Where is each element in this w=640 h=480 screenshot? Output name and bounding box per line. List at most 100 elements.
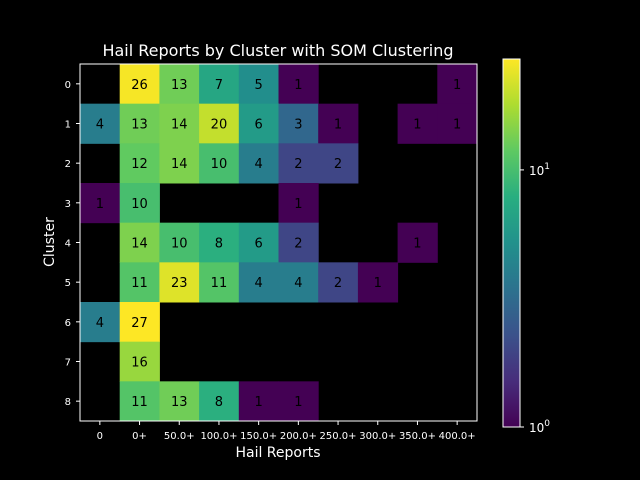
cell-value-label: 14 xyxy=(131,237,148,252)
y-tick-label: 8 xyxy=(65,397,71,408)
heatmap-cell xyxy=(119,222,160,263)
cell-value-label: 10 xyxy=(131,197,148,212)
heatmap-cell xyxy=(318,262,359,303)
cell-value-label: 14 xyxy=(171,157,188,172)
heatmap-cell xyxy=(238,262,279,303)
heatmap-cell xyxy=(278,222,319,263)
heatmap-cell xyxy=(119,183,160,224)
heatmap-cell xyxy=(278,183,319,224)
heatmap-cell xyxy=(357,262,399,303)
cell-value-label: 4 xyxy=(96,118,104,133)
cell-value-label: 13 xyxy=(131,118,148,133)
heatmap-cell xyxy=(278,381,319,422)
heatmap-cell xyxy=(278,64,319,105)
heatmap-cell xyxy=(199,103,240,144)
x-axis-label: Hail Reports xyxy=(235,445,320,461)
x-axis-ticks: 0 0+ 50.0+ 100.0+ 150.0+ 200.0+ 250.0+ 300.0+ 35… xyxy=(97,421,476,442)
heatmap-cell xyxy=(199,262,240,303)
cell-value-label: 2 xyxy=(294,157,302,172)
colorbar-tick-label: 101 xyxy=(529,162,550,178)
heatmap-cell xyxy=(199,64,240,105)
x-tick-label: 350.0+ xyxy=(399,431,436,442)
heatmap-cell xyxy=(437,103,478,144)
heatmap-cell xyxy=(119,103,160,144)
cell-value-label: 13 xyxy=(171,395,188,410)
heatmap-cell xyxy=(437,64,478,105)
heatmap-cell xyxy=(159,381,200,422)
heatmap-cell xyxy=(238,103,279,144)
cell-value-label: 3 xyxy=(294,118,302,133)
cell-value-label: 2 xyxy=(334,157,342,172)
chart-title: Hail Reports by Cluster with SOM Cluster… xyxy=(102,41,453,60)
cell-value-label: 1 xyxy=(294,78,302,93)
cell-value-label: 8 xyxy=(215,395,223,410)
heatmap-cell-labels: 26 13 7 5 1 14 13 14 20 6 3 1 1 112 14 10 4 2 21 10 114 10 8 6 2… xyxy=(96,78,462,410)
cell-value-label: 1 xyxy=(255,395,263,410)
heatmap-cell xyxy=(318,143,359,184)
heatmap-cell xyxy=(80,183,121,224)
y-tick-label: 4 xyxy=(65,239,71,250)
y-axis-ticks: 0 1 2 3 4 5 6 7 8 xyxy=(65,80,80,408)
x-tick-label: 250.0+ xyxy=(320,431,357,442)
heatmap-cell xyxy=(119,64,160,105)
x-tick-label: 400.0+ xyxy=(439,431,476,442)
cell-value-label: 1 xyxy=(294,395,302,410)
cell-value-label: 5 xyxy=(255,78,263,93)
cell-value-label: 20 xyxy=(211,118,228,133)
heatmap-cell xyxy=(119,381,160,422)
heatmap-cell xyxy=(119,143,160,184)
heatmap-cell xyxy=(238,222,279,263)
cell-value-label: 16 xyxy=(131,356,148,371)
cell-value-label: 11 xyxy=(131,276,148,291)
heatmap-cell xyxy=(238,143,279,184)
cell-value-label: 12 xyxy=(131,157,148,172)
cell-value-label: 1 xyxy=(294,197,302,212)
cell-value-label: 6 xyxy=(255,237,263,252)
cell-value-label: 14 xyxy=(171,118,188,133)
heatmap-cell xyxy=(238,64,279,105)
heatmap-cell xyxy=(119,262,160,303)
y-tick-label: 6 xyxy=(65,318,71,329)
x-tick-label: 0+ xyxy=(132,431,147,442)
heatmap-cell xyxy=(278,103,319,144)
heatmap-cell xyxy=(159,64,200,105)
heatmap-cell xyxy=(119,341,160,382)
x-tick-label: 200.0+ xyxy=(280,431,317,442)
colorbar-tick-label: 100 xyxy=(529,419,550,435)
heatmap-cell xyxy=(238,381,279,422)
cell-value-label: 13 xyxy=(171,78,188,93)
heatmap-cell xyxy=(199,143,240,184)
cell-value-label: 1 xyxy=(413,118,421,133)
cell-value-label: 1 xyxy=(413,237,421,252)
heatmap-cell xyxy=(80,302,121,343)
heatmap-cell xyxy=(397,103,438,144)
cell-value-label: 26 xyxy=(131,78,148,93)
cell-value-label: 1 xyxy=(374,276,382,291)
heatmap-cell xyxy=(159,143,200,184)
cell-value-label: 2 xyxy=(334,276,342,291)
heatmap-cell xyxy=(159,262,200,303)
x-tick-label: 150.0+ xyxy=(240,431,277,442)
cell-value-label: 7 xyxy=(215,78,223,93)
colorbar xyxy=(503,59,520,427)
colorbar-frame xyxy=(502,58,521,428)
heatmap-cell xyxy=(119,302,160,343)
cell-value-label: 27 xyxy=(131,316,148,331)
x-tick-label: 50.0+ xyxy=(164,431,195,442)
x-tick-label: 100.0+ xyxy=(200,431,237,442)
heatmap-cell xyxy=(318,103,359,144)
y-tick-label: 0 xyxy=(65,80,71,91)
heatmap-cell xyxy=(159,103,200,144)
colorbar-ticks: 100 101 xyxy=(520,162,550,435)
cell-value-label: 4 xyxy=(96,316,104,331)
cell-value-label: 10 xyxy=(171,237,188,252)
cell-value-label: 2 xyxy=(294,237,302,252)
cell-value-label: 1 xyxy=(453,78,461,93)
cell-value-label: 4 xyxy=(255,276,263,291)
cell-value-label: 4 xyxy=(294,276,302,291)
heatmap-cell xyxy=(278,262,319,303)
heatmap-cell xyxy=(278,143,319,184)
y-tick-label: 7 xyxy=(65,358,71,369)
cell-value-label: 1 xyxy=(96,197,104,212)
